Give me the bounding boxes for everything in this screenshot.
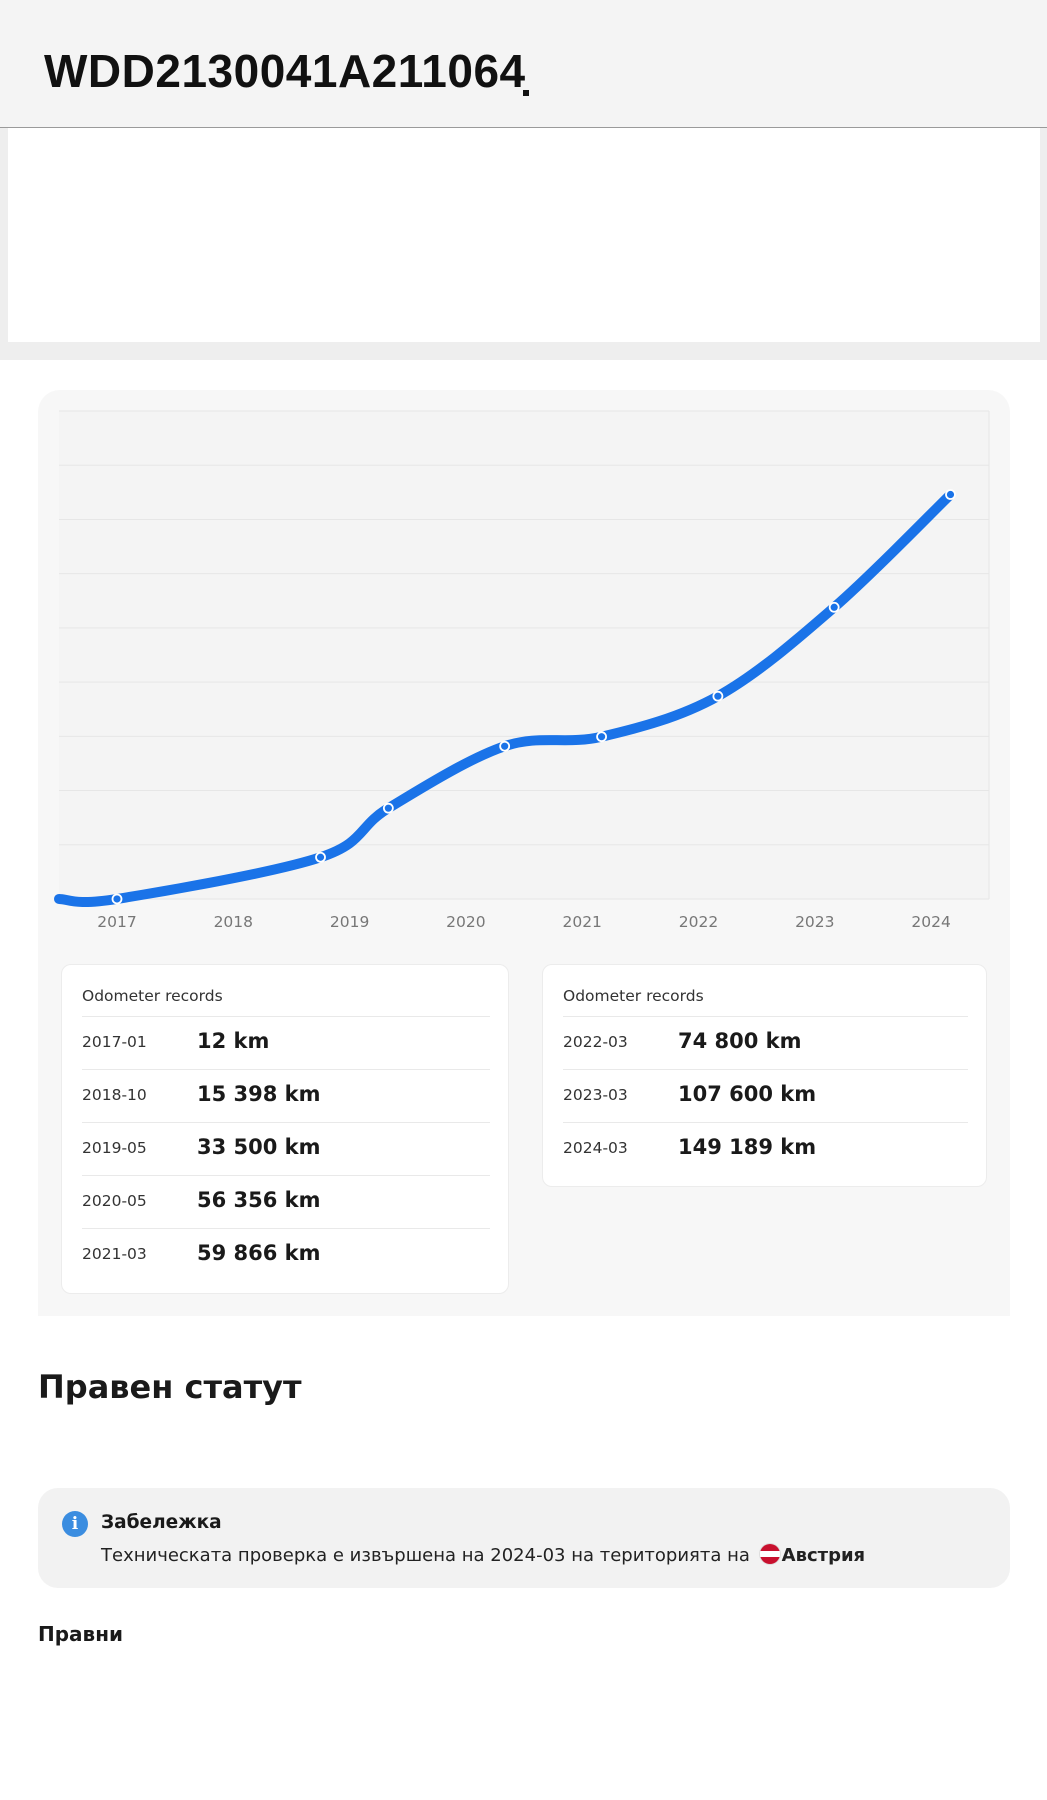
odometer-row: 2023-03 107 600 km bbox=[563, 1069, 968, 1122]
record-km: 74 800 km bbox=[678, 1029, 802, 1053]
record-km: 149 189 km bbox=[678, 1135, 817, 1159]
odometer-row: 2019-05 33 500 km bbox=[82, 1122, 490, 1175]
note-title: Забележка bbox=[101, 1512, 222, 1533]
record-km: 12 km bbox=[197, 1029, 270, 1053]
record-date: 2024-03 bbox=[563, 1139, 628, 1157]
vin-title: WDD2130041A211064 bbox=[44, 45, 526, 97]
odometer-row: 2017-01 12 km bbox=[82, 1016, 490, 1069]
top-bar: WDD2130041A211064 bbox=[0, 0, 1047, 128]
card-title: Odometer records bbox=[82, 987, 223, 1005]
odometer-records-card-right: Odometer records 2022-03 74 800 km 2023-… bbox=[542, 964, 987, 1187]
data-point[interactable] bbox=[499, 740, 511, 752]
data-point[interactable] bbox=[712, 690, 724, 702]
odometer-row: 2022-03 74 800 km bbox=[563, 1016, 968, 1069]
x-tick-label: 2017 bbox=[97, 913, 136, 931]
x-tick-label: 2024 bbox=[911, 913, 950, 931]
odometer-row: 2018-10 15 398 km bbox=[82, 1069, 490, 1122]
info-icon: i bbox=[62, 1511, 88, 1537]
legal-status-heading: Правен статут bbox=[38, 1368, 302, 1406]
record-date: 2021-03 bbox=[82, 1245, 147, 1263]
record-date: 2019-05 bbox=[82, 1139, 147, 1157]
country-name: Австрия bbox=[781, 1545, 866, 1566]
data-point[interactable] bbox=[828, 601, 840, 613]
record-km: 56 356 km bbox=[197, 1188, 321, 1212]
record-date: 2020-05 bbox=[82, 1192, 147, 1210]
x-tick-label: 2022 bbox=[679, 913, 718, 931]
record-date: 2017-01 bbox=[82, 1033, 147, 1051]
x-tick-label: 2020 bbox=[446, 913, 485, 931]
odometer-row: 2021-03 59 866 km bbox=[82, 1228, 490, 1281]
x-tick-label: 2021 bbox=[562, 913, 601, 931]
data-point[interactable] bbox=[111, 893, 123, 905]
x-tick-label: 2023 bbox=[795, 913, 834, 931]
odometer-row: 2024-03 149 189 km bbox=[563, 1122, 968, 1175]
record-date: 2018-10 bbox=[82, 1086, 147, 1104]
odometer-records-card-left: Odometer records 2017-01 12 km 2018-10 1… bbox=[61, 964, 509, 1294]
record-km: 107 600 km bbox=[678, 1082, 817, 1106]
data-point[interactable] bbox=[945, 489, 956, 500]
record-km: 33 500 km bbox=[197, 1135, 321, 1159]
record-km: 15 398 km bbox=[197, 1082, 321, 1106]
note-body: Техническата проверка е извършена на 202… bbox=[101, 1545, 750, 1566]
card-title: Odometer records bbox=[563, 987, 704, 1005]
x-tick-label: 2018 bbox=[214, 913, 253, 931]
legal-subheading: Правни bbox=[38, 1622, 124, 1646]
data-point[interactable] bbox=[382, 802, 394, 814]
odometer-chart: 2017 2018 2019 2020 2021 2022 2023 2024 bbox=[54, 410, 990, 931]
record-date: 2022-03 bbox=[563, 1033, 628, 1051]
data-point[interactable] bbox=[315, 851, 326, 863]
plot-area bbox=[59, 411, 989, 899]
note-text: Техническата проверка е извършена на 202… bbox=[101, 1544, 865, 1566]
odometer-row: 2020-05 56 356 km bbox=[82, 1175, 490, 1228]
note-box: i Забележка Техническата проверка е извъ… bbox=[38, 1488, 1010, 1588]
data-point[interactable] bbox=[596, 731, 607, 743]
text-cursor bbox=[523, 90, 529, 96]
blank-card bbox=[8, 128, 1040, 342]
austria-flag-icon bbox=[759, 1544, 780, 1564]
x-tick-label: 2019 bbox=[330, 913, 369, 931]
record-date: 2023-03 bbox=[563, 1086, 628, 1104]
record-km: 59 866 km bbox=[197, 1241, 321, 1265]
